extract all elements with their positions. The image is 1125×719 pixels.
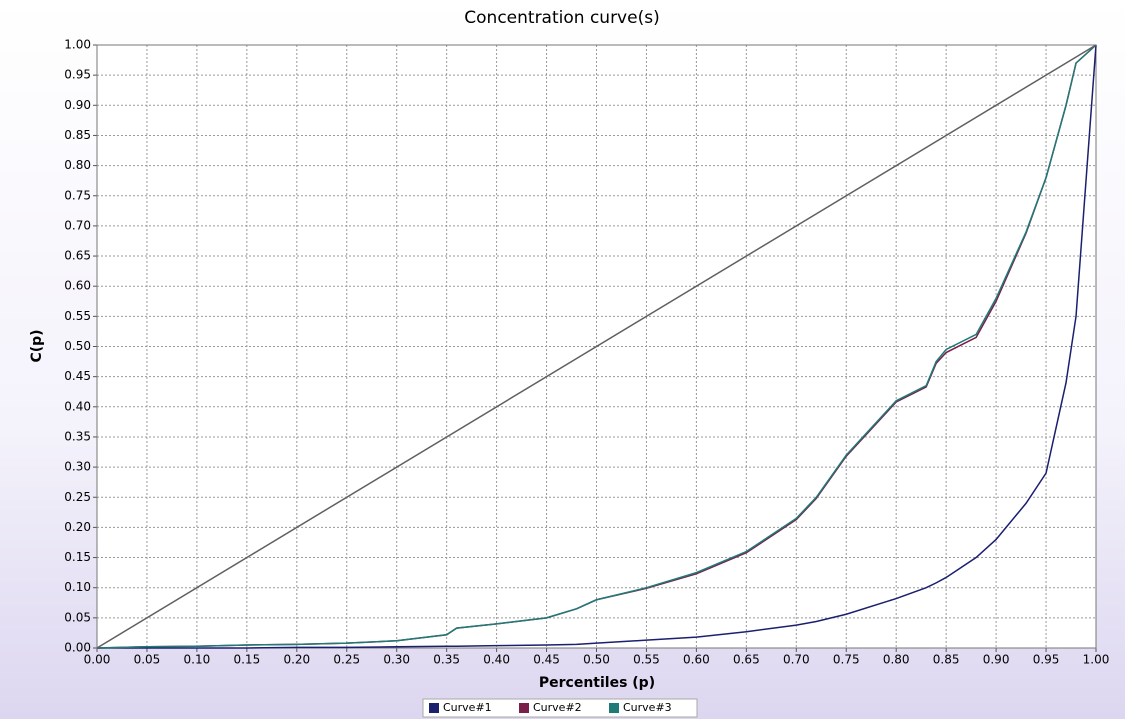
y-tick-label: 0.50 (64, 339, 91, 353)
y-tick-label: 0.80 (64, 158, 91, 172)
legend-swatch (519, 703, 529, 713)
y-tick-label: 0.30 (64, 460, 91, 474)
y-tick-label: 0.25 (64, 490, 91, 504)
x-tick-label: 0.40 (483, 653, 510, 667)
y-tick-label: 0.55 (64, 309, 91, 323)
x-tick-label: 0.00 (84, 653, 111, 667)
y-tick-label: 0.05 (64, 610, 91, 624)
x-tick-label: 0.80 (883, 653, 910, 667)
y-tick-label: 0.90 (64, 98, 91, 112)
x-tick-label: 0.60 (683, 653, 710, 667)
legend-label: Curve#1 (443, 701, 492, 714)
x-tick-label: 0.30 (383, 653, 410, 667)
plot-border (96, 44, 1097, 649)
x-tick-label: 0.25 (333, 653, 360, 667)
y-tick-label: 0.35 (64, 429, 91, 443)
y-axis-label: C(p) (29, 329, 45, 362)
y-tick-label: 0.15 (64, 550, 91, 564)
y-tick-label: 0.85 (64, 128, 91, 142)
y-tick-label: 0.20 (64, 520, 91, 534)
x-tick-label: 0.65 (733, 653, 760, 667)
chart-title: Concentration curve(s) (464, 8, 659, 28)
legend-label: Curve#3 (623, 701, 672, 714)
x-tick-label: 0.75 (833, 653, 860, 667)
curve (96, 44, 1097, 649)
x-tick-label: 0.70 (783, 653, 810, 667)
curve (97, 44, 1097, 649)
y-tick-label: 1.00 (64, 38, 91, 52)
y-tick-label: 0.45 (64, 369, 91, 383)
y-tick-label: 0.60 (64, 279, 91, 293)
x-tick-label: 0.90 (983, 653, 1010, 667)
legend-label: Curve#2 (533, 701, 582, 714)
x-tick-label: 0.20 (283, 653, 310, 667)
x-tick-label: 0.10 (184, 653, 211, 667)
x-tick-label: 0.15 (233, 653, 260, 667)
legend-swatch (429, 703, 439, 713)
x-tick-label: 0.85 (933, 653, 960, 667)
y-tick-label: 0.75 (64, 188, 91, 202)
y-tick-label: 0.10 (64, 580, 91, 594)
y-tick-label: 0.95 (64, 68, 91, 82)
y-tick-label: 0.70 (64, 218, 91, 232)
x-tick-label: 0.45 (533, 653, 560, 667)
x-tick-label: 1.00 (1083, 653, 1110, 667)
y-tick-label: 0.00 (64, 641, 91, 655)
legend-box (422, 698, 698, 718)
y-tick-label: 0.40 (64, 399, 91, 413)
y-tick-label: 0.65 (64, 249, 91, 263)
legend-swatch (609, 703, 619, 713)
x-tick-label: 0.50 (583, 653, 610, 667)
x-tick-label: 0.35 (433, 653, 460, 667)
x-tick-label: 0.55 (633, 653, 660, 667)
x-tick-label: 0.95 (1033, 653, 1060, 667)
curve (96, 44, 1097, 649)
x-axis-label: Percentiles (p) (539, 675, 655, 691)
x-tick-label: 0.05 (134, 653, 161, 667)
